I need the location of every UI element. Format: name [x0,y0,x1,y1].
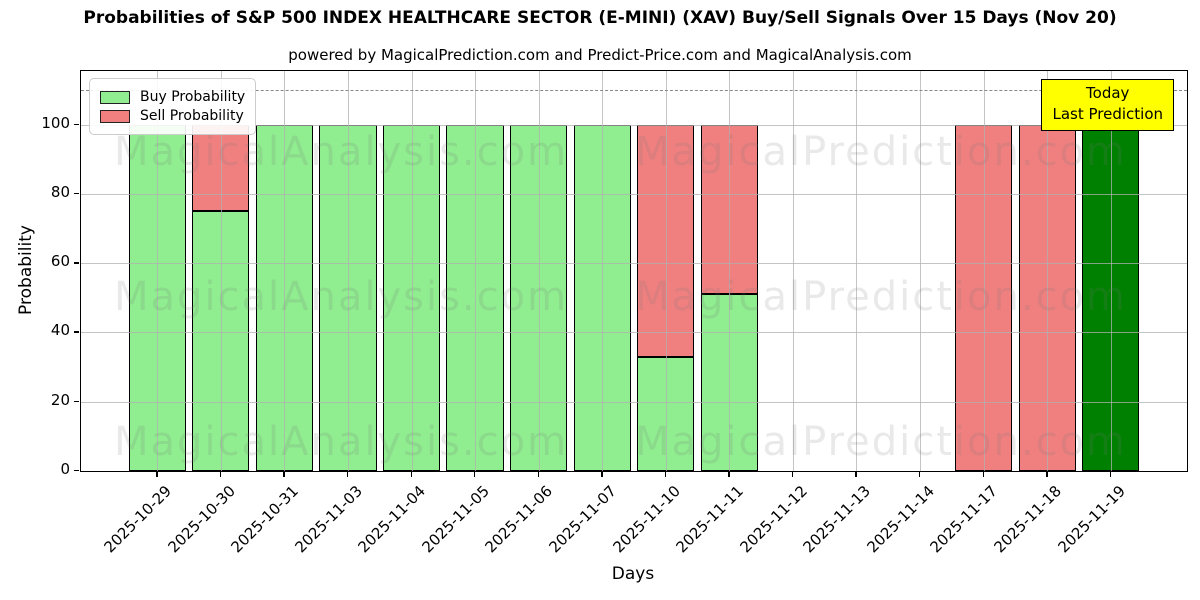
gridline-vertical [602,71,604,471]
x-tick-label: 2025-11-06 [481,482,557,557]
today-annotation: Today Last Prediction [1041,79,1174,131]
x-tick-mark [982,472,984,477]
y-tick-mark [74,331,79,333]
y-tick-mark [74,262,79,264]
watermark-text: MagicalAnalysis.com [113,274,569,320]
today-annotation-line1: Today [1086,84,1130,102]
y-tick-mark [74,400,79,403]
gridline-vertical [792,71,794,471]
x-tick-label: 2025-11-17 [926,482,1002,557]
gridline-vertical [856,71,858,471]
x-tick-mark [474,472,476,477]
watermark-text: MagicalPrediction.com [635,419,1127,465]
gridline-vertical [475,71,477,471]
y-tick-label: 100 [41,113,70,132]
gridline-vertical [665,71,667,471]
x-tick-mark [919,472,921,477]
plot-area: Buy Probability Sell Probability Today La… [80,70,1188,472]
x-tick-label: 2025-10-30 [164,482,239,557]
x-tick-label: 2025-11-13 [799,482,875,557]
y-tick-label: 40 [50,321,70,340]
legend-swatch [100,90,130,104]
x-tick-label: 2025-10-29 [100,482,175,557]
bar-segment [637,356,695,471]
x-axis-label: Days [611,564,655,584]
chart-title: Probabilities of S&P 500 INDEX HEALTHCAR… [83,8,1117,28]
bar-segment [700,124,758,295]
gridline-vertical [220,71,222,471]
bar-segment [700,294,758,471]
gridline-horizontal [81,124,1187,126]
x-tick-label: 2025-11-12 [736,482,811,557]
y-tick-mark [74,123,79,126]
gridline-vertical [538,71,540,471]
x-tick-mark [1109,472,1112,477]
bar-segment [1018,124,1076,471]
x-tick-mark [601,472,603,477]
x-tick-mark [346,472,349,477]
gridline-vertical [284,71,286,471]
gridline-vertical [920,71,922,471]
y-tick-label: 0 [60,460,70,478]
x-tick-mark [791,472,794,477]
gridline-vertical [411,71,413,471]
legend: Buy Probability Sell Probability [89,78,257,135]
bar-segment [954,124,1013,471]
legend-item: Sell Probability [100,108,245,124]
watermark-text: MagicalPrediction.com [635,129,1127,175]
chart-subtitle: powered by MagicalPrediction.com and Pre… [288,46,912,64]
y-tick-mark [74,192,79,195]
x-tick-label: 2025-11-14 [863,482,938,557]
gridline-horizontal [81,263,1187,265]
x-tick-mark [156,472,158,477]
x-tick-label: 2025-11-05 [418,482,493,557]
x-tick-label: 2025-11-10 [609,482,684,557]
legend-item: Buy Probability [100,89,245,105]
x-tick-mark [410,472,412,477]
gridline-vertical [157,71,159,471]
gridline-vertical [983,71,985,471]
x-tick-label: 2025-11-04 [354,482,430,557]
legend-label: Sell Probability [140,108,244,124]
gridline-vertical [729,71,731,471]
watermark-text: MagicalAnalysis.com [113,129,569,175]
y-tick-label: 60 [50,252,70,271]
x-tick-mark [664,472,667,477]
watermark-text: MagicalPrediction.com [635,274,1127,320]
watermark-text: MagicalAnalysis.com [113,419,569,465]
x-tick-label: 2025-11-18 [990,482,1065,557]
x-tick-mark [728,472,730,477]
legend-label: Buy Probability [140,89,246,105]
legend-swatch [100,109,130,123]
gridline-vertical [1047,71,1049,471]
x-tick-mark [283,472,285,477]
x-tick-mark [855,472,857,477]
gridline-vertical [347,71,349,471]
x-tick-mark [1046,472,1048,477]
x-tick-label: 2025-10-31 [227,482,303,557]
bar-segment [637,124,695,357]
x-tick-label: 2025-11-19 [1054,482,1129,557]
y-tick-mark [74,470,79,472]
x-tick-label: 2025-11-11 [672,482,748,557]
gridline-vertical [1110,71,1112,471]
x-tick-label: 2025-11-03 [291,482,366,557]
x-tick-label: 2025-11-07 [545,482,620,557]
y-tick-label: 20 [50,390,70,409]
gridline-horizontal [81,401,1187,403]
gridline-horizontal [81,332,1187,334]
x-tick-mark [219,472,222,477]
gridline-horizontal [81,193,1187,195]
y-tick-label: 80 [50,182,70,201]
today-annotation-line2: Last Prediction [1052,105,1163,123]
dashed-threshold-line [81,90,1187,92]
x-tick-mark [537,472,540,477]
